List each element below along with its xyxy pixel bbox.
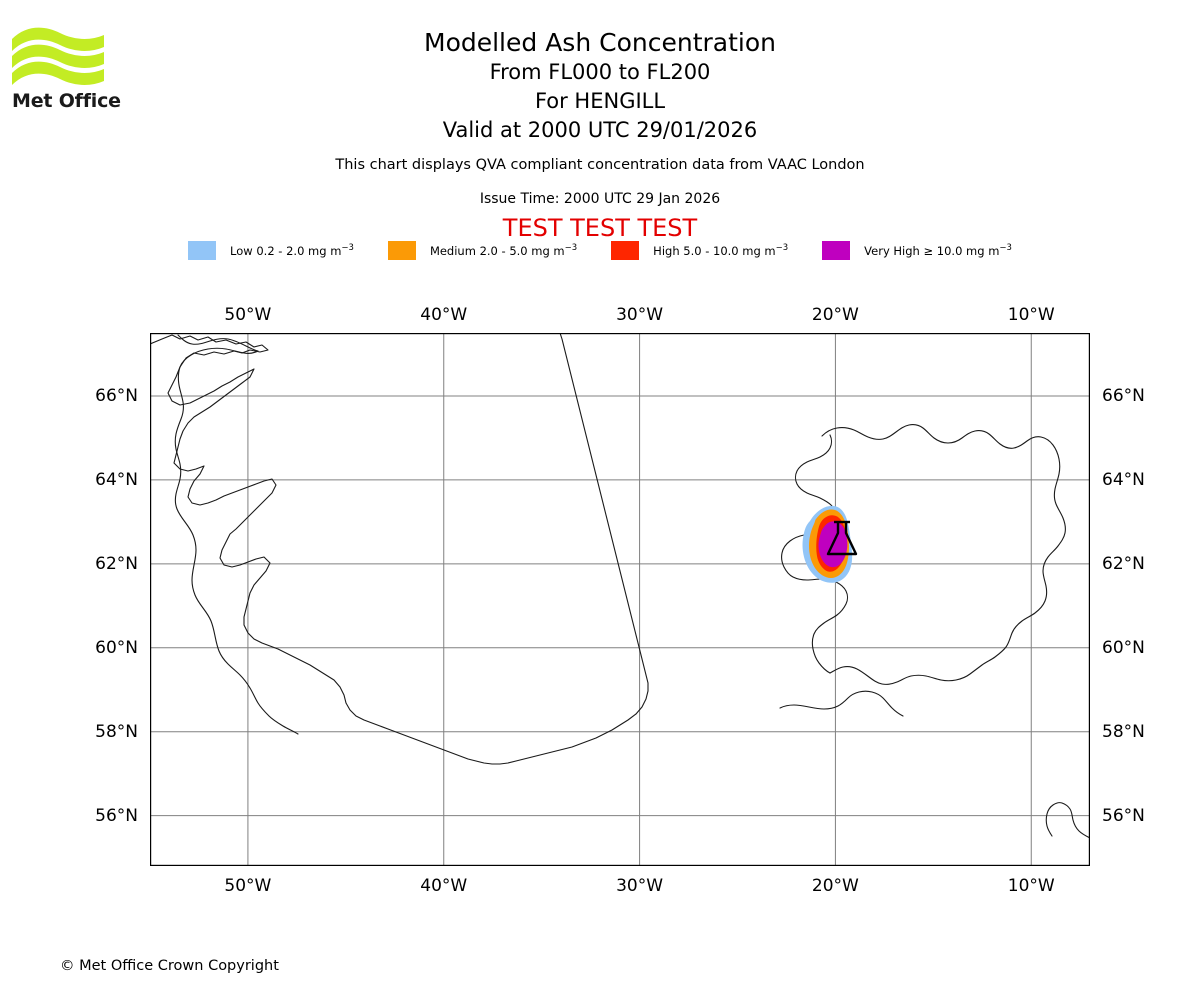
lat-tick-right-5: 66°N (1102, 385, 1145, 406)
legend-item-low: Low 0.2 - 2.0 mg m−3 (188, 241, 354, 260)
lon-tick-bottom-3: 20°W (811, 876, 859, 896)
logo-org-name: Met Office (12, 90, 121, 112)
coastline-greenland (150, 333, 649, 765)
lon-tick-top-0: 50°W (224, 305, 272, 325)
wave-logo-icon (12, 27, 104, 85)
lat-tick-left-0: 56°N (95, 805, 138, 826)
flight-level-range: From FL000 to FL200 (489, 60, 711, 84)
map-panel: 50°W 50°W 40°W 40°W 30°W 30°W 20°W 20°W 10°W 10°W… (95, 305, 1145, 896)
legend-item-medium: Medium 2.0 - 5.0 mg m−3 (387, 241, 578, 260)
legend-item-very-high: Very High ≥ 10.0 mg m−3 (822, 241, 1012, 260)
title-block: Modelled Ash Concentration From FL000 to… (0, 28, 1200, 145)
coastline-iceland-westfjords (781, 434, 849, 674)
valid-time: Valid at 2000 UTC 29/01/2026 (442, 118, 758, 142)
lat-tick-left-2: 60°N (95, 637, 138, 658)
lon-tick-bottom-0: 50°W (224, 876, 272, 896)
copyright-notice: © Met Office Crown Copyright (60, 958, 279, 974)
issue-time: Issue Time: 2000 UTC 29 Jan 2026 (479, 191, 721, 207)
map-frame (150, 333, 1090, 866)
legend-swatch-very-high (822, 241, 851, 260)
volcano-marker-icon (826, 520, 858, 556)
lat-tick-right-2: 60°N (1102, 637, 1145, 658)
lat-tick-right-1: 58°N (1102, 721, 1145, 742)
coastline-greenland-west (174, 334, 299, 735)
map-gridlines (150, 333, 1090, 866)
test-banner: TEST TEST TEST (502, 214, 698, 242)
lat-tick-left-4: 64°N (95, 469, 138, 490)
ash-cloud-plume (802, 505, 853, 583)
coastline-iceland (821, 424, 1066, 685)
lat-tick-right-3: 62°N (1102, 553, 1145, 574)
page-title: Modelled Ash Concentration (424, 28, 776, 57)
legend-swatch-low (188, 241, 217, 260)
legend-label-medium: Medium 2.0 - 5.0 mg m−3 (429, 243, 578, 258)
lat-tick-right-0: 56°N (1102, 805, 1145, 826)
lon-tick-top-3: 20°W (811, 305, 859, 325)
lat-tick-left-1: 58°N (95, 721, 138, 742)
legend-label-very-high: Very High ≥ 10.0 mg m−3 (864, 243, 1012, 258)
chart-note: This chart displays QVA compliant concen… (335, 157, 865, 173)
legend-label-high: High 5.0 - 10.0 mg m−3 (653, 243, 789, 258)
volcano-name: For HENGILL (534, 89, 666, 113)
lon-tick-top-1: 40°W (420, 305, 468, 325)
ash-concentration-map (150, 333, 1090, 866)
concentration-legend: Low 0.2 - 2.0 mg m−3 Medium 2.0 - 5.0 mg… (0, 241, 1200, 260)
met-office-logo: Met Office (10, 25, 130, 115)
lon-tick-bottom-2: 30°W (616, 876, 664, 896)
lon-tick-top-2: 30°W (616, 305, 664, 325)
lon-tick-bottom-4: 10°W (1007, 876, 1055, 896)
lat-tick-left-3: 62°N (95, 553, 138, 574)
legend-swatch-medium (387, 241, 416, 260)
lat-tick-left-5: 66°N (95, 385, 138, 406)
coastline-iceland-southwest (779, 690, 904, 717)
coastline-british-isles (1045, 802, 1090, 839)
legend-label-low: Low 0.2 - 2.0 mg m−3 (230, 243, 354, 258)
lat-tick-right-4: 64°N (1102, 469, 1145, 490)
lon-tick-bottom-1: 40°W (420, 876, 468, 896)
lon-tick-top-4: 10°W (1007, 305, 1055, 325)
coastlines (150, 333, 1090, 839)
legend-swatch-high (611, 241, 640, 260)
legend-item-high: High 5.0 - 10.0 mg m−3 (611, 241, 788, 260)
